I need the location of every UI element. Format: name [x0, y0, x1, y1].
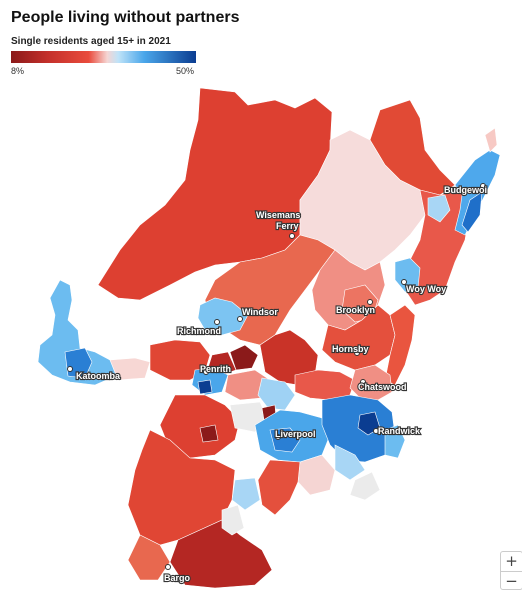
label-ferry: Ferry [276, 221, 299, 231]
region-sutherland-lightblue[interactable] [231, 477, 261, 511]
legend-subtitle: Single residents aged 15+ in 2021 [11, 36, 171, 47]
label-windsor: Windsor [242, 307, 278, 317]
label-budgewoi: Budgewoi [444, 185, 487, 195]
region-grey-bargo[interactable] [221, 504, 245, 536]
region-blacktown-blue[interactable] [257, 377, 296, 411]
label-chatswood: Chatswood [358, 382, 407, 392]
region-chatswood[interactable] [349, 364, 393, 401]
label-woy-woy: Woy Woy [406, 284, 446, 294]
region-darkred-west[interactable] [229, 344, 259, 371]
label-richmond: Richmond [177, 326, 221, 336]
map-title: People living without partners [11, 9, 240, 26]
zoom-in-button[interactable]: + [505, 552, 518, 570]
region-coast-dark-blue[interactable] [461, 191, 483, 233]
region-darkred-sw[interactable] [199, 424, 219, 443]
place-markers [67, 183, 486, 570]
region-woywoy[interactable] [394, 257, 421, 293]
region-coast-lightblue[interactable] [427, 194, 451, 223]
region-richmond-blue[interactable] [197, 297, 249, 336]
region-macarthur-orange[interactable] [127, 534, 171, 581]
region-blue-mountains[interactable] [37, 279, 119, 386]
label-liverpool: Liverpool [275, 429, 316, 439]
region-grey-south[interactable] [349, 471, 381, 501]
region-bargo[interactable] [169, 519, 273, 588]
label-katoomba: Katoomba [76, 371, 121, 381]
region-randwick[interactable] [384, 424, 406, 459]
zoom-out-button[interactable]: − [501, 571, 522, 590]
region-penrith-dark[interactable] [197, 379, 213, 395]
label-brooklyn: Brooklyn [336, 305, 375, 315]
legend-color-bar [11, 51, 196, 63]
region-southwest-red[interactable] [159, 394, 241, 459]
region-south-pink[interactable] [297, 454, 336, 496]
region-northeast-pink[interactable] [484, 127, 498, 153]
label-wisemans: Wisemans [256, 210, 300, 220]
region-mountains-pink[interactable] [109, 357, 151, 381]
label-bargo: Bargo [164, 573, 191, 583]
label-randwick: Randwick [378, 426, 421, 436]
region-liverpool-dark[interactable] [269, 427, 301, 453]
region-inner-light[interactable] [334, 444, 366, 481]
legend-min-label: 8% [11, 66, 25, 76]
zoom-controls: + − [500, 551, 522, 590]
region-northern-beaches[interactable] [384, 304, 416, 386]
legend-max-label: 50% [176, 66, 195, 76]
label-penrith: Penrith [200, 364, 231, 374]
label-hornsby: Hornsby [332, 344, 369, 354]
region-sutherland[interactable] [257, 459, 301, 516]
region-hills-dark[interactable] [259, 329, 319, 386]
